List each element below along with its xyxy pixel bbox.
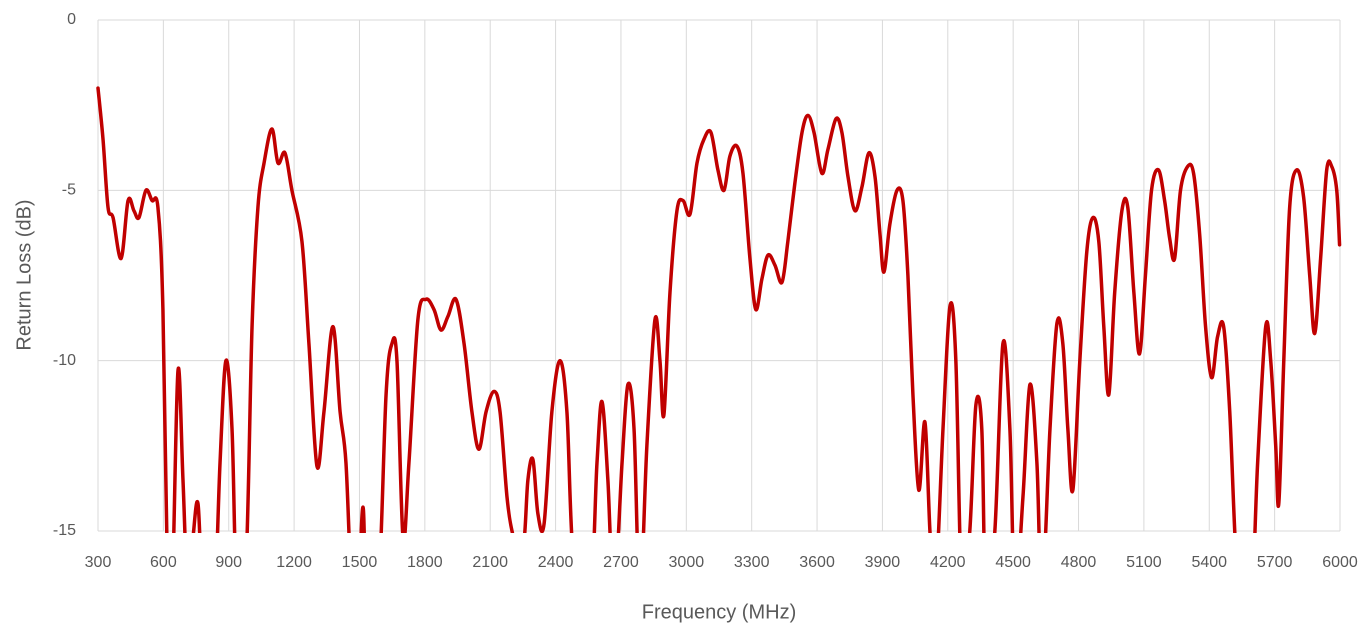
x-tick-label: 5100 <box>1126 554 1162 571</box>
y-axis-title: Return Loss (dB) <box>13 199 35 350</box>
x-tick-label: 5400 <box>1191 554 1227 571</box>
x-tick-label: 3900 <box>865 554 901 571</box>
y-tick-label: -10 <box>53 352 76 369</box>
x-tick-label: 4200 <box>930 554 966 571</box>
x-tick-label: 2700 <box>603 554 639 571</box>
ticks: 300 600 900 1200 1500 1800 2100 2400 2700 3000 330… <box>53 11 1358 571</box>
x-axis-title: Frequency (MHz) <box>642 601 796 623</box>
x-tick-label: 2100 <box>472 554 508 571</box>
x-tick-label: 4500 <box>995 554 1031 571</box>
grid <box>97 19 1341 532</box>
x-tick-label: 1800 <box>407 554 443 571</box>
x-tick-label: 600 <box>150 554 177 571</box>
x-tick-label: 3300 <box>734 554 770 571</box>
x-tick-label: 900 <box>215 554 242 571</box>
y-tick-label: -15 <box>53 522 76 539</box>
x-tick-label: 3600 <box>799 554 835 571</box>
x-tick-label: 4800 <box>1061 554 1097 571</box>
x-tick-label: 1200 <box>276 554 312 571</box>
y-tick-label: 0 <box>67 11 76 28</box>
x-tick-label: 2400 <box>538 554 574 571</box>
data-line <box>96 86 1342 533</box>
x-tick-label: 6000 <box>1322 554 1358 571</box>
x-tick-label: 5700 <box>1257 554 1293 571</box>
x-tick-label: 3000 <box>669 554 705 571</box>
y-tick-label: -5 <box>62 182 76 199</box>
x-tick-label: 1500 <box>342 554 378 571</box>
x-tick-label: 300 <box>85 554 112 571</box>
plot-area <box>96 86 1342 533</box>
